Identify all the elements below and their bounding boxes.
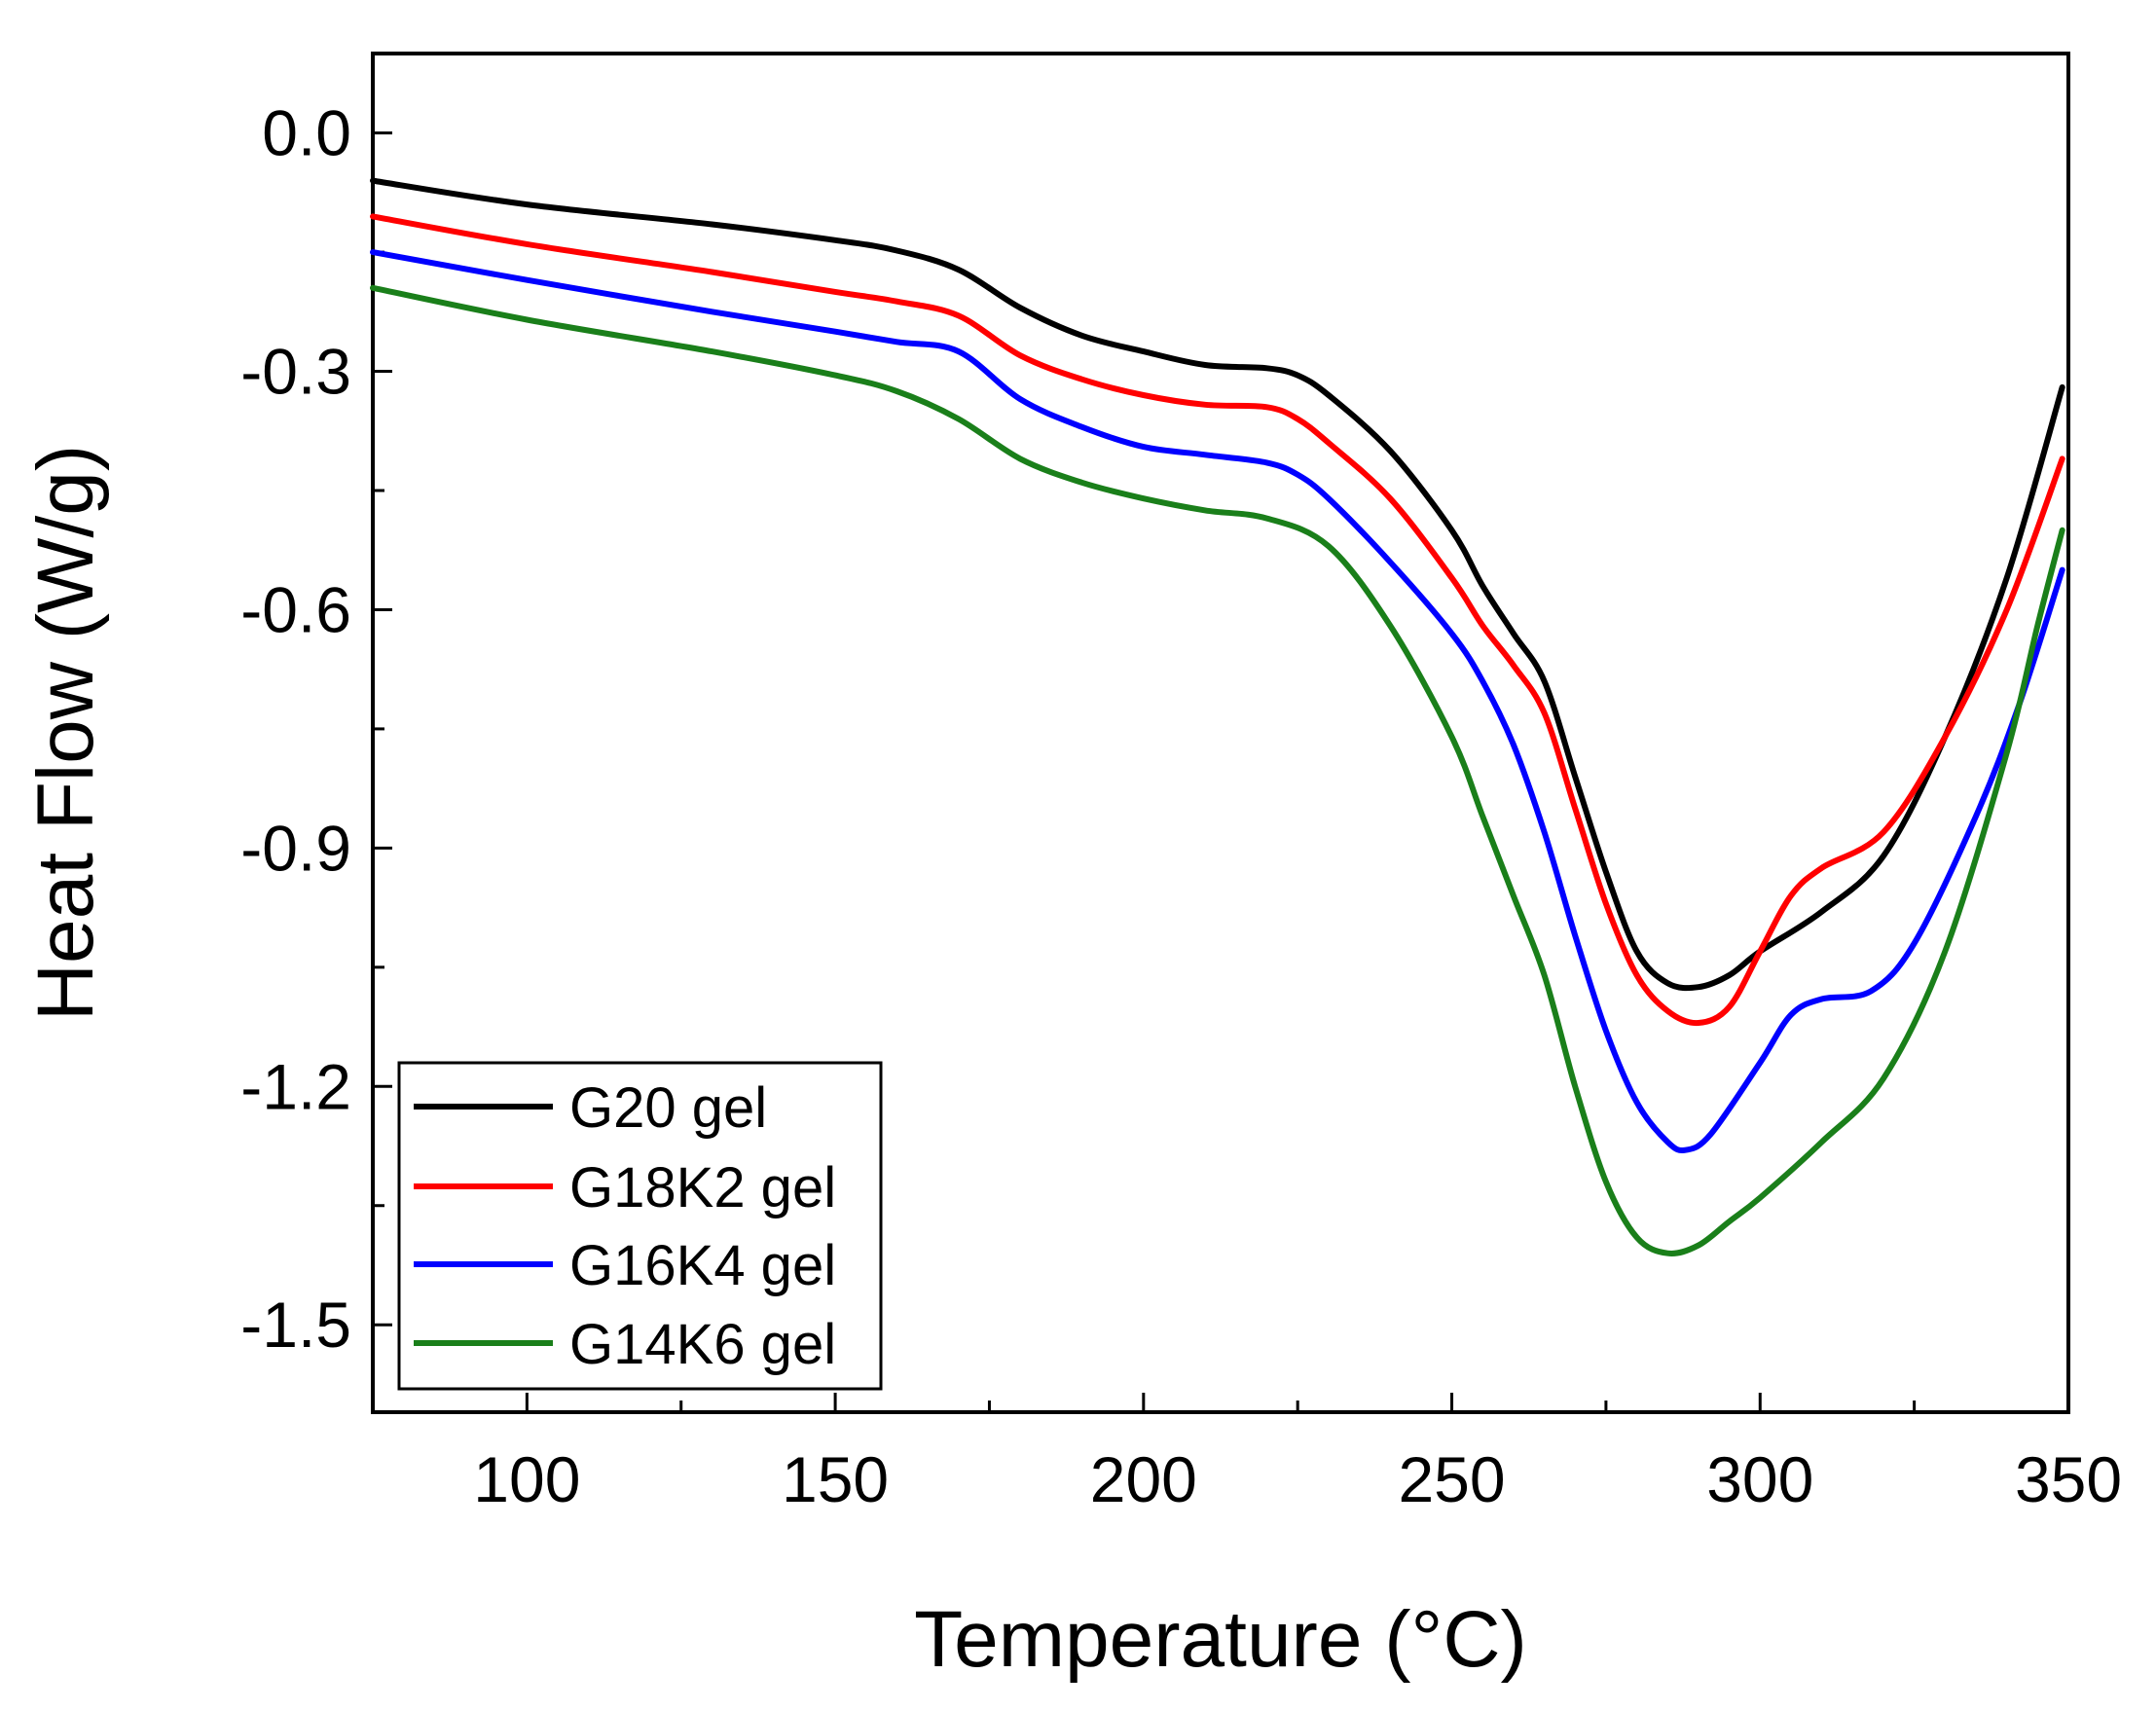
legend: G20 gel G18K2 gel G16K4 gel G14K6 gel [397, 1061, 883, 1391]
x-tick-label: 350 [2015, 1443, 2122, 1515]
y-tick-label: 0.0 [262, 97, 351, 169]
x-tick-label: 250 [1398, 1443, 1505, 1515]
series-line-g14k6-gel [370, 284, 2065, 1256]
y-tick-label: -1.5 [240, 1289, 351, 1361]
legend-label-g14k6: G14K6 gel [569, 1313, 836, 1376]
x-tick-label: 150 [782, 1443, 889, 1515]
series-line-g16k4-gel [370, 249, 2065, 1154]
y-tick-label: -0.6 [240, 573, 351, 645]
x-tick-label: 100 [473, 1443, 580, 1515]
legend-label-g18k2: G18K2 gel [569, 1156, 836, 1219]
legend-label-g20: G20 gel [569, 1076, 767, 1140]
x-tick-label: 200 [1090, 1443, 1197, 1515]
y-tick-label: -0.3 [240, 336, 351, 408]
y-tick-label: -0.9 [240, 812, 351, 884]
y-axis-ticks: 0.0 -0.3 -0.6 -0.9 -1.2 -1.5 [240, 97, 392, 1361]
plot-frame [371, 52, 2070, 1414]
series-line-g20-gel [370, 177, 2065, 992]
x-axis-ticks: 100 150 200 250 300 350 [371, 1393, 2122, 1515]
series-line-g18k2-gel [370, 213, 2065, 1027]
legend-label-g16k4: G16K4 gel [569, 1234, 836, 1297]
x-axis-title: Temperature (°C) [914, 1595, 1527, 1684]
x-tick-label: 300 [1706, 1443, 1813, 1515]
y-axis-title: Heat Flow (W/g) [21, 445, 110, 1021]
legend-box [397, 1061, 883, 1391]
series-layer [370, 177, 2065, 1256]
y-tick-label: -1.2 [240, 1050, 351, 1122]
